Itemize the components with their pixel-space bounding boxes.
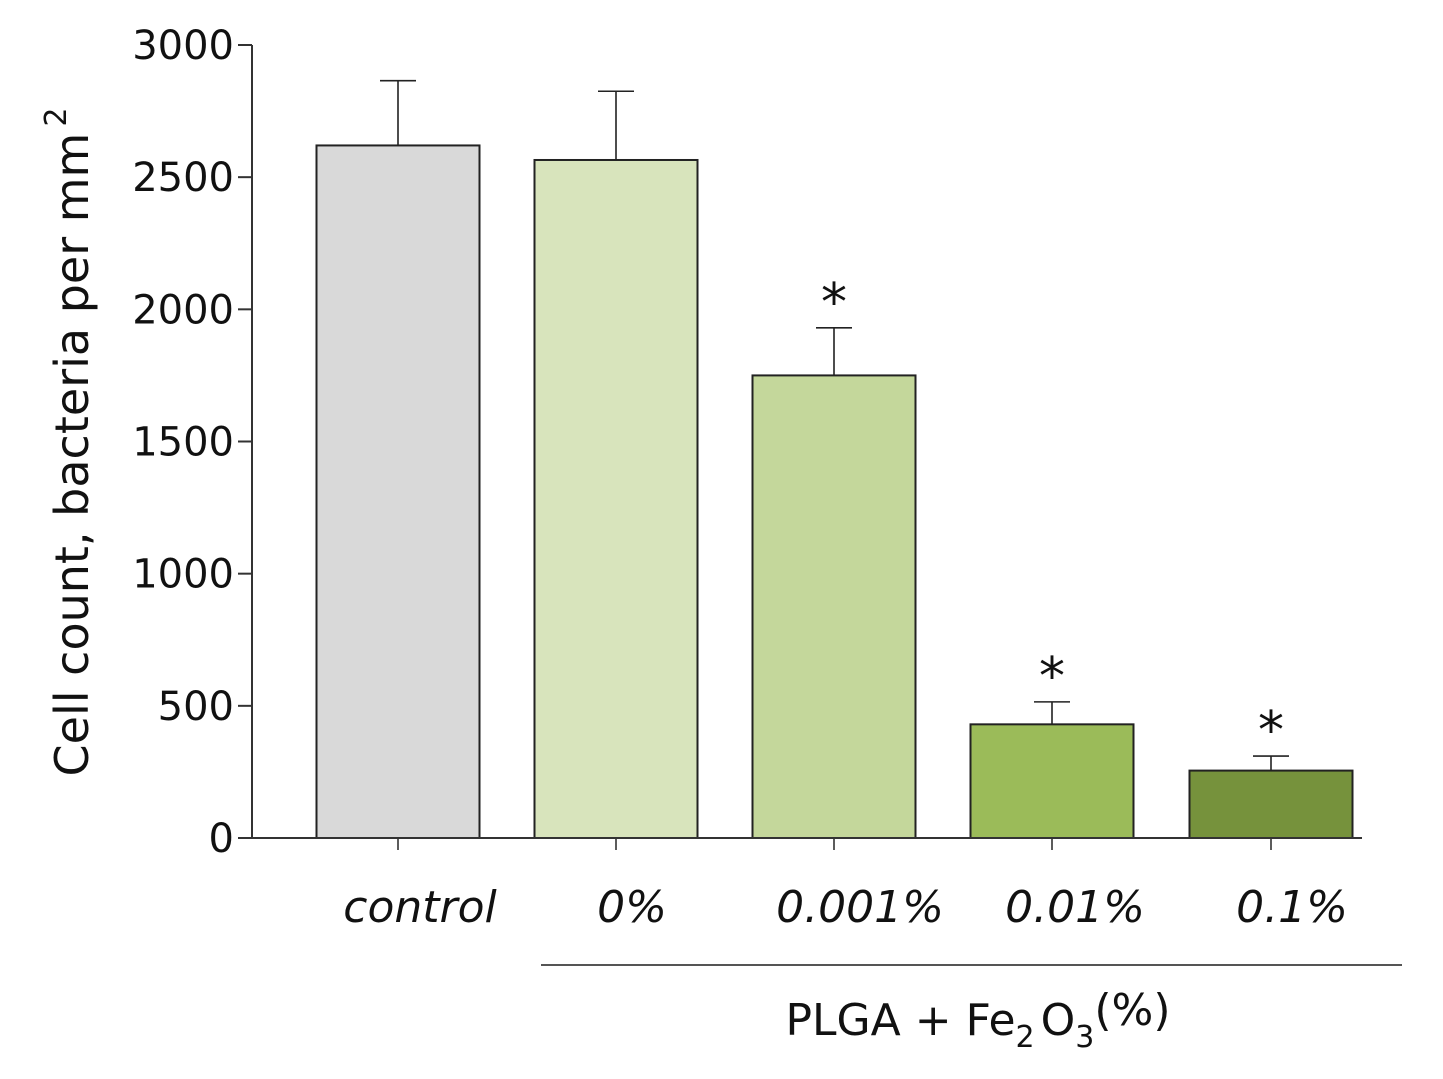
x-tick-label-2: 0% [597, 882, 667, 933]
bar-5 [1188, 769, 1354, 839]
group-label-mid: O [1041, 995, 1076, 1046]
significance-marker-4: * [1039, 647, 1065, 707]
y-tick-label-6: 2500 [132, 155, 234, 201]
error-bars-group [380, 79, 1289, 771]
y-tick-label-1: 0 [209, 816, 234, 862]
bars-group [315, 144, 1354, 840]
group-label-prefix: PLGA + Fe [785, 995, 1015, 1046]
significance-marker-3: * [821, 273, 847, 333]
y-tick-label-7: 3000 [132, 23, 234, 69]
labels-group: control 0% * 0.001% * 0.01% * 0.1% 0 500 1000 1500 2… [39, 23, 1348, 1055]
x-tick-label-5: 0.1% [1236, 882, 1348, 933]
x-tick-label-4: 0.01% [1005, 882, 1145, 933]
y-tick-label-3: 1000 [132, 552, 234, 598]
y-tick-label-2: 500 [158, 684, 234, 730]
y-axis-title-superscript: 2 [39, 108, 74, 127]
y-axis-title-text: Cell count, bacteria per mm [45, 133, 99, 777]
bar-1 [315, 144, 481, 840]
bar-3 [751, 374, 917, 839]
significance-marker-5: * [1258, 701, 1284, 761]
x-tick-label-3: 0.001% [776, 882, 944, 933]
group-label-subscript-2: 3 [1075, 1020, 1094, 1055]
group-label-subscript-1: 2 [1016, 1020, 1035, 1055]
bar-4 [969, 723, 1135, 839]
group-label-suffix: (%) [1094, 985, 1170, 1036]
x-tick-label-1: control [343, 882, 497, 933]
bar-2 [533, 158, 699, 840]
group-label: PLGA + Fe2 O3(%) [785, 985, 1170, 1055]
y-tick-label-5: 2000 [132, 287, 234, 333]
y-tick-label-4: 1500 [132, 420, 234, 466]
y-axis-title: Cell count, bacteria per mm 2 [39, 108, 99, 777]
axes-group [238, 44, 1402, 966]
